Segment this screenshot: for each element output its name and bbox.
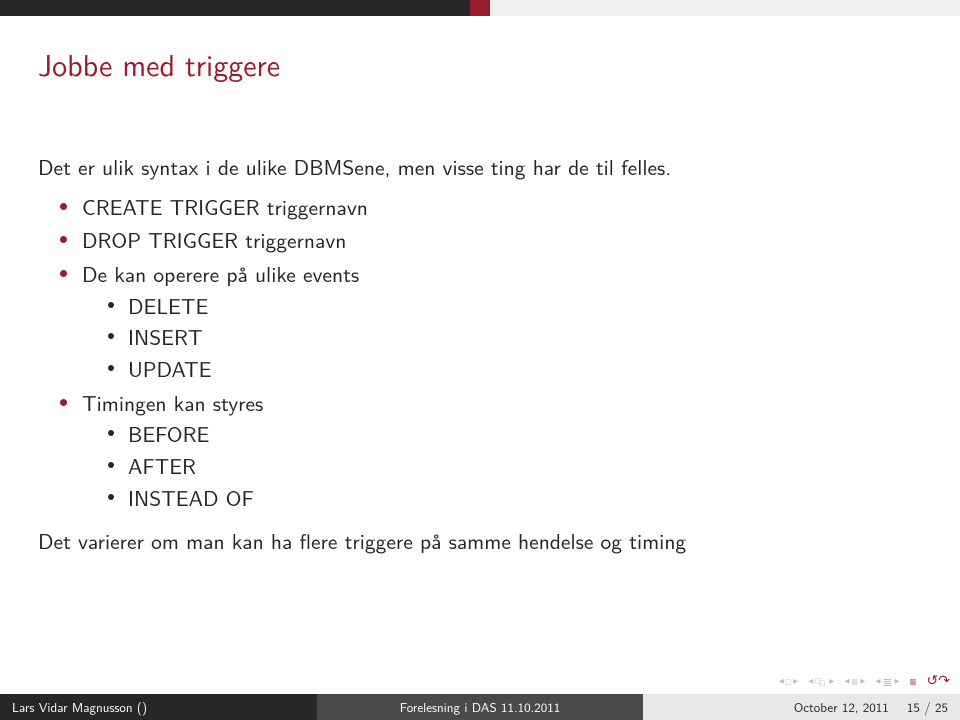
footer-talk: Forelesning i DAS 11.10.2011 [317,694,643,720]
topbar-light-segment [490,0,960,16]
footer-date: October 12, 2011 [794,698,889,717]
list-item-text: De kan operere på ulike events [82,257,359,289]
sub-list-item: INSERT [108,322,922,352]
sub-list-item-text: UPDATE [128,352,212,384]
list-item-text: Timingen kan styres [82,386,263,418]
slide-body: Det er ulik syntax i de ulike DBMSene, m… [38,152,922,556]
sub-list-item: AFTER [108,451,922,481]
topbar-dark-segment [0,0,470,16]
slide-content: Jobbe med triggere Det er ulik syntax i … [0,16,960,556]
footer-date-panel: October 12, 2011 15 / 25 [643,694,960,720]
list-item: Timingen kan styres BEFORE AFTER INSTEAD… [60,388,922,513]
outro-text: Det varierer om man kan ha flere trigger… [38,526,922,556]
top-progress-bar [0,0,960,16]
topbar-accent-segment [470,0,489,16]
list-item: De kan operere på ulike events DELETE IN… [60,259,922,384]
sub-list-item: UPDATE [108,354,922,384]
sub-bullet-list: BEFORE AFTER INSTEAD OF [82,419,922,512]
bullet-list: CREATE TRIGGER triggernavn DROP TRIGGER … [38,192,922,513]
list-item: DROP TRIGGER triggernavn [60,225,922,255]
nav-section-icon[interactable]: ◂≣▸ [875,672,899,690]
sub-list-item: INSTEAD OF [108,483,922,513]
slide-title: Jobbe med triggere [38,42,922,86]
sub-list-item: BEFORE [108,419,922,449]
sub-bullet-list: DELETE INSERT UPDATE [82,291,922,384]
sub-list-item-text: BEFORE [128,417,209,449]
nav-subsection-icon[interactable]: ◂≡▸ [844,672,865,690]
sub-list-item-text: AFTER [128,449,196,481]
list-item: CREATE TRIGGER triggernavn [60,192,922,222]
beamer-nav-symbols[interactable]: ◂□▸ ◂□□▸ ◂≡▸ ◂≣▸ ≡ ↺↷ [779,672,950,690]
sub-list-item-text: INSTEAD OF [128,481,254,513]
sub-list-item-text: INSERT [128,320,203,352]
sub-list-item-text: DELETE [128,289,208,321]
nav-back-forward-icon[interactable]: ↺↷ [927,673,950,690]
footer-page: 15 / 25 [907,698,948,717]
sub-list-item: DELETE [108,291,922,321]
nav-slide-icon[interactable]: ◂□▸ [779,676,799,686]
nav-goto-icon[interactable]: ≡ [910,672,917,690]
intro-text: Det er ulik syntax i de ulike DBMSene, m… [38,152,922,182]
footer-author: Lars Vidar Magnusson () [0,694,317,720]
footer-bar: Lars Vidar Magnusson () Forelesning i DA… [0,694,960,720]
list-item-text: DROP TRIGGER triggernavn [82,223,346,255]
nav-frame-icon[interactable]: ◂□□▸ [808,676,834,686]
list-item-text: CREATE TRIGGER triggernavn [82,190,368,222]
